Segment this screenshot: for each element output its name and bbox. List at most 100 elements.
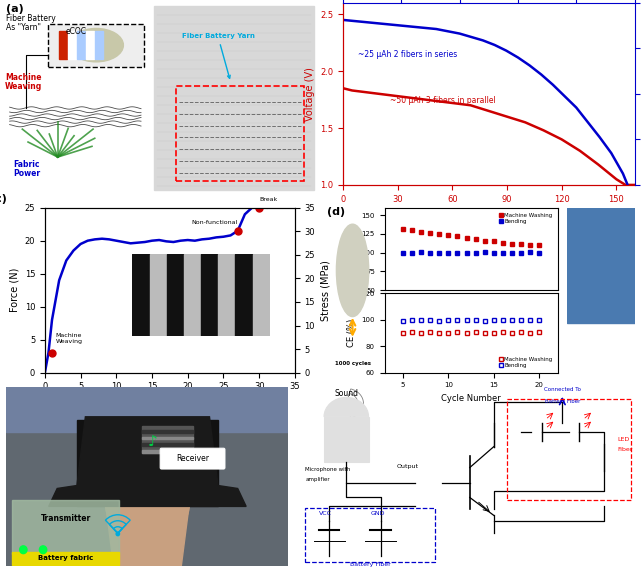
Machine Washing [417, 329, 425, 336]
Machine Washing [499, 328, 507, 335]
Bar [87, 31, 94, 59]
Text: Battery Fiber: Battery Fiber [545, 399, 580, 404]
Bending [435, 249, 443, 256]
Circle shape [116, 532, 119, 535]
Machine Washing [463, 234, 470, 241]
Machine Washing [454, 233, 462, 240]
X-axis label: Strain (%): Strain (%) [146, 397, 194, 407]
Machine Washing [444, 329, 452, 336]
Bar [324, 417, 369, 461]
Bending [526, 316, 534, 323]
Bending [536, 316, 544, 323]
Bending [426, 249, 434, 256]
Bar [567, 208, 635, 323]
Y-axis label: Stress (MPa): Stress (MPa) [320, 260, 331, 320]
Text: Power: Power [13, 168, 40, 178]
Bar [12, 501, 119, 554]
Bar [176, 86, 304, 180]
Bending [417, 316, 425, 323]
Bending [426, 316, 434, 323]
Text: (e): (e) [6, 390, 24, 399]
Bar [6, 387, 288, 432]
Machine Washing [472, 236, 479, 242]
Bar [142, 426, 192, 453]
Text: Output: Output [397, 464, 419, 469]
Circle shape [337, 224, 369, 316]
Text: Battery Fiber: Battery Fiber [350, 562, 390, 567]
Bending [536, 249, 544, 256]
Bending [481, 318, 488, 324]
Bending [463, 316, 470, 323]
Bar [142, 450, 192, 453]
Text: ♪: ♪ [148, 435, 158, 450]
Machine Washing [435, 329, 443, 336]
Text: Fiber Battery Yarn: Fiber Battery Yarn [181, 33, 254, 79]
Text: Machine
Weaving: Machine Weaving [56, 333, 83, 344]
Machine Washing [508, 240, 516, 247]
Bending [517, 316, 525, 323]
Text: Fiber Battery: Fiber Battery [6, 14, 56, 23]
X-axis label: Capacity (μAh): Capacity (μAh) [453, 209, 525, 219]
Text: Break: Break [259, 197, 278, 202]
Bar [48, 23, 144, 67]
Bending [408, 316, 416, 323]
Machine Washing [408, 328, 416, 335]
Text: (d): (d) [327, 207, 345, 217]
Machine Washing [472, 328, 479, 335]
Machine Washing [490, 238, 498, 245]
Machine Washing [426, 230, 434, 237]
Bending [526, 249, 534, 255]
Line: Bending: Bending [401, 250, 541, 254]
Y-axis label: Force (N): Force (N) [9, 268, 19, 312]
Bar [595, 444, 612, 471]
Machine Washing [517, 241, 525, 248]
Text: Battery fabric: Battery fabric [38, 555, 93, 562]
Bending [417, 249, 425, 255]
Text: Fiber: Fiber [617, 447, 633, 452]
Polygon shape [49, 417, 246, 506]
Machine Washing [417, 228, 425, 235]
Legend: Machine Washing, Bending: Machine Washing, Bending [496, 211, 555, 226]
Text: Fabric: Fabric [13, 160, 39, 169]
Bar [154, 6, 314, 191]
Text: (c): (c) [0, 195, 7, 204]
Text: Weaving: Weaving [5, 83, 42, 91]
Y-axis label: CE (%): CE (%) [347, 319, 356, 347]
Circle shape [69, 28, 124, 62]
Circle shape [39, 546, 47, 554]
Machine Washing [408, 227, 416, 234]
Bending [399, 249, 406, 256]
Circle shape [105, 456, 190, 545]
Bending [454, 249, 462, 256]
Machine Washing [490, 329, 498, 336]
Text: eCOC: eCOC [66, 27, 87, 36]
Text: Non-functional: Non-functional [191, 220, 238, 225]
Machine Washing [508, 329, 516, 336]
Bar [12, 552, 119, 564]
Bending [499, 316, 507, 323]
Bending [490, 249, 498, 256]
Machine Washing [517, 328, 525, 335]
Bending [444, 316, 452, 323]
Line: Machine Washing: Machine Washing [401, 330, 541, 335]
Bending [444, 249, 452, 256]
Text: Transmitter: Transmitter [40, 514, 91, 523]
Bar [96, 31, 103, 59]
Bar [305, 508, 435, 562]
Legend: Machine Washing, Bending: Machine Washing, Bending [496, 354, 555, 370]
Bending [517, 249, 525, 256]
Machine Washing [499, 240, 507, 246]
Bending [499, 249, 507, 256]
Circle shape [20, 546, 27, 554]
Machine Washing [536, 242, 544, 249]
Bending [490, 316, 498, 323]
Machine Washing [426, 328, 434, 335]
Machine Washing [444, 232, 452, 239]
Text: amplifier: amplifier [305, 477, 329, 482]
Bar [78, 31, 85, 59]
Bending [463, 249, 470, 256]
Bar [415, 477, 442, 488]
Machine Washing [435, 230, 443, 237]
Text: Receiver: Receiver [176, 454, 209, 463]
Bar [69, 31, 76, 59]
